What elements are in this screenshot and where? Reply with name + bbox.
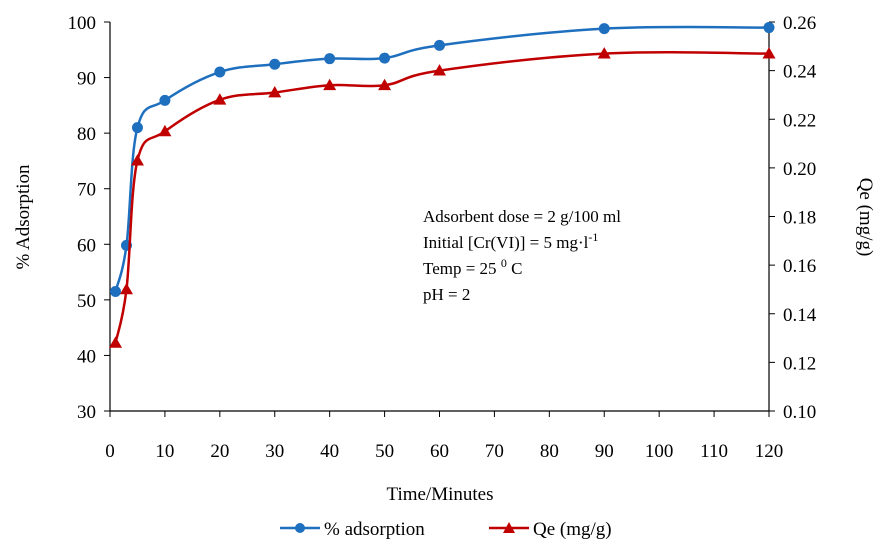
x-axis-title: Time/Minutes <box>387 484 494 505</box>
experiment-conditions-annotation: Adsorbent dose = 2 g/100 ml Initial [Cr(… <box>423 207 621 304</box>
x-tick-label: 70 <box>485 441 504 462</box>
right-y-tick-label: 0.20 <box>783 159 816 180</box>
x-tick-label: 20 <box>210 441 229 462</box>
data-point-triangle <box>119 282 133 295</box>
x-tick-label: 100 <box>645 441 674 462</box>
right-y-tick-label: 0.10 <box>783 402 816 423</box>
data-point-triangle <box>158 124 172 137</box>
data-point-circle <box>109 286 121 298</box>
right-y-axis-title: Qe (mg/g) <box>855 178 876 257</box>
left-y-tick-label: 30 <box>77 402 96 423</box>
x-tick-label: 120 <box>755 441 784 462</box>
x-tick-label: 30 <box>265 441 284 462</box>
legend-marker-circle <box>295 523 305 533</box>
annotation-ph: pH = 2 <box>423 285 470 304</box>
series-adsorption <box>109 22 775 298</box>
left-y-tick-label: 100 <box>68 13 97 34</box>
data-point-triangle <box>130 154 144 166</box>
x-tick-label: 40 <box>320 441 339 462</box>
legend: % adsorption Qe (mg/g) <box>280 519 612 540</box>
data-point-circle <box>379 52 391 64</box>
data-point-circle <box>763 22 775 34</box>
legend-label-adsorption: % adsorption <box>324 519 425 540</box>
left-y-tick-label: 40 <box>77 346 96 367</box>
left-y-tick-label: 60 <box>77 235 96 256</box>
series-line <box>114 51 770 344</box>
legend-label-qe: Qe (mg/g) <box>533 519 612 540</box>
x-tick-label: 80 <box>540 441 559 462</box>
data-point-circle <box>131 122 143 134</box>
annotation-concentration: Initial [Cr(VI)] = 5 mg·l-1 <box>423 230 598 252</box>
right-y-tick-label: 0.16 <box>783 256 816 277</box>
left-y-axis-ticks: 30 40 50 60 70 80 90 100 <box>68 13 110 423</box>
data-point-triangle <box>323 78 337 91</box>
data-point-triangle <box>762 47 776 59</box>
data-point-triangle <box>213 93 227 105</box>
left-y-tick-label: 80 <box>77 124 96 145</box>
series-line <box>114 25 770 292</box>
data-point-circle <box>324 53 336 65</box>
annotation-dose: Adsorbent dose = 2 g/100 ml <box>423 207 621 226</box>
x-tick-label: 50 <box>375 441 394 462</box>
left-y-axis-title: % Adsorption <box>13 164 34 270</box>
legend-item-adsorption: % adsorption <box>280 519 425 540</box>
data-point-circle <box>269 58 281 70</box>
data-point-circle <box>159 94 171 106</box>
data-point-triangle <box>268 86 282 98</box>
right-y-tick-label: 0.22 <box>783 110 816 131</box>
x-tick-label: 110 <box>700 441 728 462</box>
data-point-triangle <box>433 64 446 76</box>
legend-marker-triangle <box>503 522 515 533</box>
data-point-circle <box>598 23 610 35</box>
left-y-tick-label: 70 <box>77 180 96 201</box>
x-axis-ticks: 0 10 20 30 40 50 60 70 80 90 100 110 120 <box>105 411 783 462</box>
left-y-tick-label: 90 <box>77 69 96 90</box>
data-point-triangle <box>378 78 392 91</box>
right-y-tick-label: 0.26 <box>783 13 816 34</box>
right-y-tick-label: 0.18 <box>783 208 816 229</box>
right-y-tick-label: 0.24 <box>783 62 817 83</box>
series-layer <box>108 22 776 348</box>
data-point-circle <box>214 66 226 78</box>
x-tick-label: 60 <box>430 441 449 462</box>
right-y-tick-label: 0.14 <box>783 305 817 326</box>
legend-item-qe: Qe (mg/g) <box>489 519 612 540</box>
x-tick-label: 90 <box>595 441 614 462</box>
right-y-tick-label: 0.12 <box>783 353 816 374</box>
series-qe <box>108 47 776 348</box>
data-point-triangle <box>597 47 611 59</box>
data-point-triangle <box>108 336 122 348</box>
x-tick-label: 10 <box>155 441 174 462</box>
data-point-circle <box>434 39 445 51</box>
annotation-temperature: Temp = 25 0 C <box>423 256 522 278</box>
right-y-axis-ticks: 0.10 0.12 0.14 0.16 0.18 0.20 0.22 0.24 0.26 <box>769 13 817 423</box>
x-tick-label: 0 <box>105 441 115 462</box>
left-y-tick-label: 50 <box>77 291 96 312</box>
